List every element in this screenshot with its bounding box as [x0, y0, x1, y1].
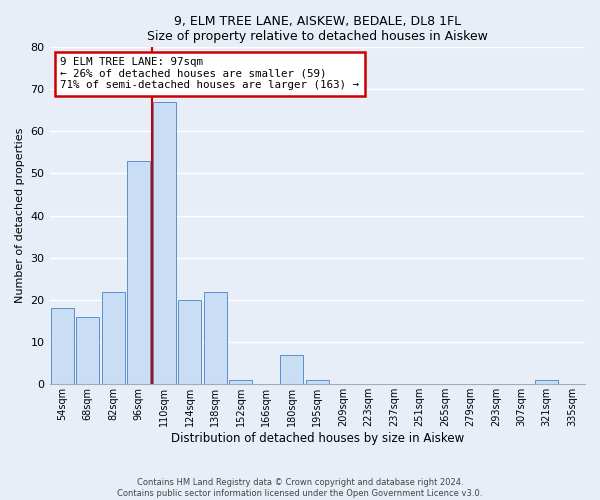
Bar	[306, 380, 329, 384]
Bar	[535, 380, 558, 384]
Y-axis label: Number of detached properties: Number of detached properties	[15, 128, 25, 304]
Bar	[127, 161, 150, 384]
Bar	[204, 292, 227, 384]
X-axis label: Distribution of detached houses by size in Aiskew: Distribution of detached houses by size …	[170, 432, 464, 445]
Text: Contains HM Land Registry data © Crown copyright and database right 2024.
Contai: Contains HM Land Registry data © Crown c…	[118, 478, 482, 498]
Bar	[280, 355, 303, 384]
Bar	[102, 292, 125, 384]
Text: 9 ELM TREE LANE: 97sqm
← 26% of detached houses are smaller (59)
71% of semi-det: 9 ELM TREE LANE: 97sqm ← 26% of detached…	[60, 57, 359, 90]
Bar	[76, 317, 99, 384]
Bar	[178, 300, 201, 384]
Bar	[51, 308, 74, 384]
Bar	[229, 380, 252, 384]
Title: 9, ELM TREE LANE, AISKEW, BEDALE, DL8 1FL
Size of property relative to detached : 9, ELM TREE LANE, AISKEW, BEDALE, DL8 1F…	[147, 15, 488, 43]
Bar	[153, 102, 176, 385]
